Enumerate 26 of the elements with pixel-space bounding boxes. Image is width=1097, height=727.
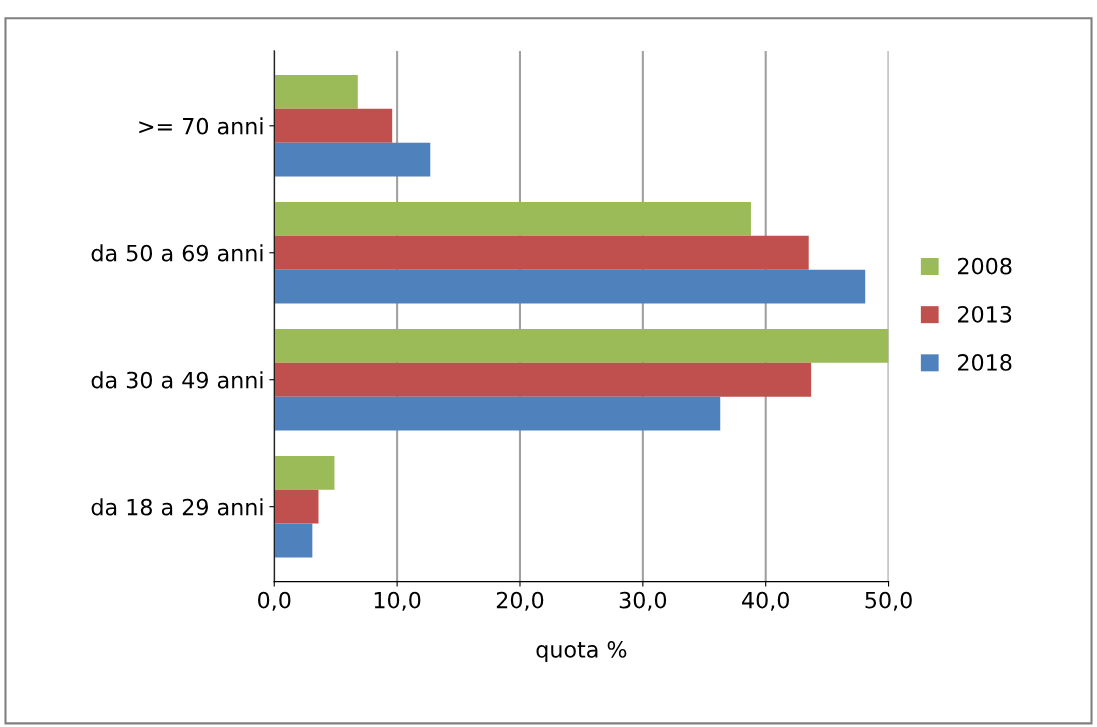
y-tick-label: da 30 a 49 anni <box>91 371 263 389</box>
y-tick-label: >= 70 anni <box>139 117 263 135</box>
bar <box>274 201 751 236</box>
bar <box>274 523 313 558</box>
bar <box>274 75 358 109</box>
bar <box>274 328 889 363</box>
x-tick-label: 10,0 <box>374 591 421 611</box>
legend-label: 2008 <box>958 257 1012 275</box>
bar <box>274 142 431 177</box>
x-axis-title: quota % <box>536 641 627 663</box>
x-tick-label: 50,0 <box>865 591 912 611</box>
x-tick-label: 20,0 <box>496 591 544 611</box>
x-tick-label: 30,0 <box>619 591 667 611</box>
y-tick-label: da 50 a 69 anni <box>91 244 263 262</box>
bar <box>274 396 721 431</box>
x-tick-label: 40,0 <box>742 591 789 611</box>
bar <box>274 455 335 490</box>
bar <box>274 489 319 524</box>
legend-label: 2018 <box>958 354 1012 371</box>
bar <box>274 235 809 270</box>
y-tick-label: da 18 a 29 anni <box>91 498 263 516</box>
bar <box>274 108 393 143</box>
x-tick-label: 0,0 <box>258 591 291 611</box>
bar <box>274 269 866 304</box>
bar <box>274 362 812 397</box>
legend-label: 2013 <box>958 305 1012 323</box>
